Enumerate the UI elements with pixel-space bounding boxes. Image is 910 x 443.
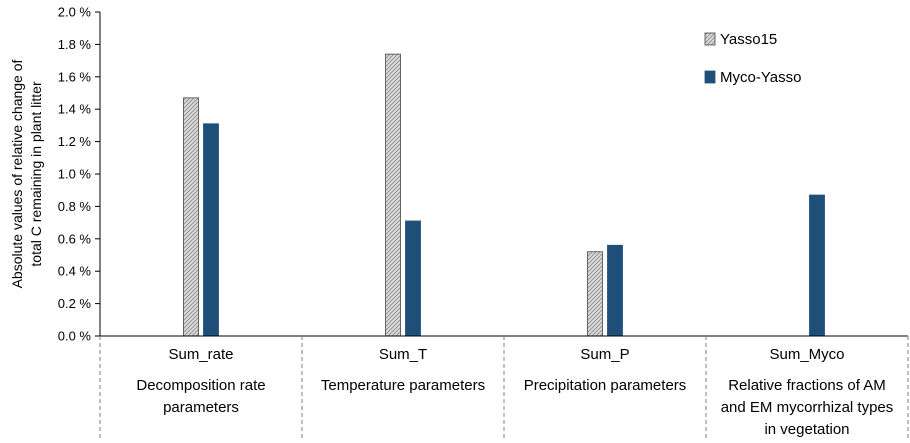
category-description: parameters [163,399,239,416]
y-tick-label: 0.2 % [58,296,92,311]
legend-swatch [704,70,716,84]
category-description: Precipitation parameters [524,377,687,394]
y-tick-label: 0.6 % [58,231,92,246]
bars [183,53,825,337]
y-axis-label-line: total C remaining in plant litter [28,81,44,267]
y-tick-label: 1.2 % [58,134,92,149]
y-tick-label: 0.4 % [58,264,92,279]
y-axis-label-line: Absolute values of relative change of [9,59,25,288]
legend: Yasso15 Myco-Yasso [704,31,801,86]
legend-label: Myco-Yasso [720,69,801,86]
x-tick-label: Sum_Myco [769,346,844,363]
category-description: Decomposition rate [136,377,265,394]
y-tick-label: 0.8 % [58,199,92,214]
x-tick-label: Sum_rate [168,346,233,363]
bar-yasso15-sum-rate [183,97,199,337]
x-axis: Sum_rate Decomposition rate parameters Sum_… [99,335,909,441]
y-tick-label: 0.0 % [58,329,92,344]
bar-myco-yasso-sum-rate [203,123,219,337]
y-tick-label: 1.4 % [58,102,92,117]
category-description: and EM mycorrhizal types [721,399,894,416]
y-tick-label: 1.8 % [58,37,92,52]
y-axis: 0.0 % 0.2 % 0.4 % 0.6 % 0.8 % 1.0 % 1.2 % 1.4 %… [58,5,101,344]
y-tick-label: 2.0 % [58,5,92,20]
bar-yasso15-sum-t [385,53,401,337]
bar-myco-yasso-sum-myco [809,194,825,337]
y-tick-label: 1.6 % [58,69,92,84]
category-description: Relative fractions of AM [728,377,886,394]
bar-myco-yasso-sum-t [405,220,421,337]
bar-myco-yasso-sum-p [607,244,623,337]
x-tick-label: Sum_T [379,346,427,363]
bar-yasso15-sum-p [587,251,603,337]
category-description: in vegetation [764,421,849,438]
x-tick-label: Sum_P [580,346,629,363]
y-axis-label: Absolute values of relative change of tot… [9,59,44,288]
legend-label: Yasso15 [720,31,777,48]
legend-swatch [704,32,716,46]
category-description: Temperature parameters [321,377,485,394]
y-tick-label: 1.0 % [58,167,92,182]
